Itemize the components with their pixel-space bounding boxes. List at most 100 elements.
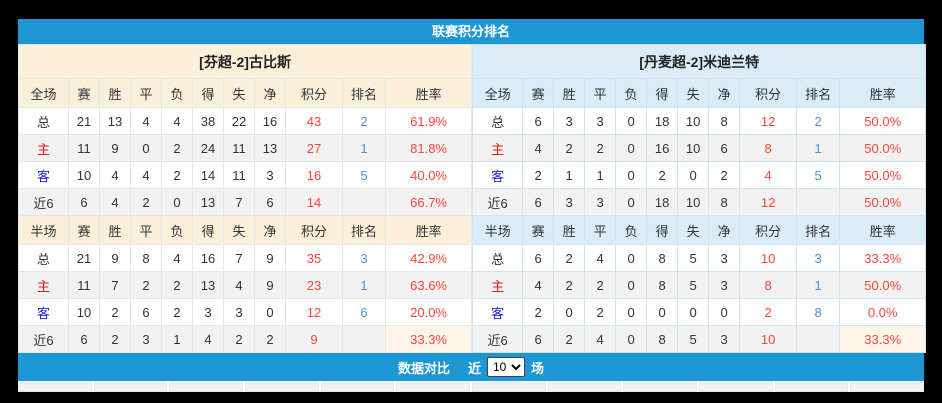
column-header: 负 <box>615 215 648 245</box>
stat-cell: 38 <box>192 107 224 135</box>
stat-cell: 5 <box>677 244 710 272</box>
row-label: 近6 <box>18 188 69 216</box>
stat-cell: 0 <box>646 298 679 326</box>
stat-cell: 10 <box>677 134 710 162</box>
points-cell: 9 <box>285 325 343 353</box>
points-cell: 4 <box>739 161 798 189</box>
row-label: 主 <box>18 271 69 299</box>
stats-row: 客 2 1 1 0 2 0 2 4 5 50.0% <box>472 161 927 189</box>
rate-cell: 61.9% <box>384 107 473 135</box>
stat-cell: 18 <box>646 188 679 216</box>
stats-row: 总 21 13 4 4 38 22 16 43 2 61.9% <box>18 107 473 135</box>
stat-cell: 6 <box>130 298 162 326</box>
points-cell: 2 <box>739 298 798 326</box>
stat-cell: 21 <box>68 107 100 135</box>
column-header: 胜率 <box>384 215 473 245</box>
stat-cell: 7 <box>99 271 131 299</box>
column-header: 失 <box>223 78 255 108</box>
stat-cell: 0 <box>615 244 648 272</box>
stats-row: 客 2 0 2 0 0 0 0 2 8 0.0% <box>472 298 927 326</box>
rate-cell: 20.0% <box>384 298 473 326</box>
stat-cell: 2 <box>584 271 617 299</box>
stat-cell: 0 <box>615 188 648 216</box>
column-header-row: 全场赛胜平负得失净积分 排名 胜率 <box>472 78 927 108</box>
stats-row: 客 10 2 6 2 3 3 0 12 6 20.0% <box>18 298 473 326</box>
points-cell: 35 <box>285 244 343 272</box>
row-label: 总 <box>18 107 69 135</box>
recent-suffix-label: 场 <box>531 360 545 376</box>
team-header-row: [丹麦超-2]米迪兰特 <box>472 44 927 79</box>
stat-cell: 2 <box>553 325 586 353</box>
stat-cell: 11 <box>223 134 255 162</box>
stat-cell: 11 <box>68 134 100 162</box>
stat-cell: 10 <box>677 107 710 135</box>
stat-cell: 0 <box>615 134 648 162</box>
stats-row: 总 6 2 4 0 8 5 3 10 3 33.3% <box>472 244 927 272</box>
stat-cell: 2 <box>553 244 586 272</box>
stat-cell: 11 <box>223 161 255 189</box>
column-header: 胜率 <box>839 215 927 245</box>
stat-cell: 10 <box>68 161 100 189</box>
stat-cell: 1 <box>161 325 193 353</box>
stat-cell: 4 <box>161 107 193 135</box>
stats-row: 主 11 7 2 2 13 4 9 23 1 63.6% <box>18 271 473 299</box>
stats-row: 近6 6 2 3 1 4 2 2 9 33.3% <box>18 325 473 353</box>
rate-cell: 0.0% <box>839 298 927 326</box>
partial-cell <box>472 382 546 392</box>
stat-cell: 6 <box>522 244 555 272</box>
partial-cell <box>396 382 471 392</box>
stat-cell: 6 <box>68 325 100 353</box>
points-cell: 27 <box>285 134 343 162</box>
column-header: 平 <box>130 78 162 108</box>
stat-cell: 8 <box>708 188 741 216</box>
rate-cell: 81.8% <box>384 134 473 162</box>
stat-cell: 3 <box>553 107 586 135</box>
stat-cell: 1 <box>584 161 617 189</box>
column-header: 全场 <box>472 78 524 108</box>
points-cell: 14 <box>285 188 343 216</box>
stat-cell: 2 <box>584 298 617 326</box>
column-header: 全场 <box>18 78 69 108</box>
stat-cell: 13 <box>254 134 286 162</box>
column-header: 净 <box>254 215 286 245</box>
rank-cell: 3 <box>342 244 386 272</box>
stat-cell: 2 <box>522 298 555 326</box>
stat-cell: 9 <box>254 244 286 272</box>
stat-cell: 4 <box>130 161 162 189</box>
stat-cell: 3 <box>708 244 741 272</box>
column-header: 胜 <box>99 78 131 108</box>
stat-cell: 5 <box>677 325 710 353</box>
stat-cell: 5 <box>677 271 710 299</box>
stat-cell: 4 <box>130 107 162 135</box>
column-header: 积分 <box>285 78 343 108</box>
stat-cell: 6 <box>708 134 741 162</box>
stat-cell: 4 <box>522 271 555 299</box>
stat-cell: 7 <box>223 188 255 216</box>
next-table-partial-row <box>18 381 924 392</box>
stat-cell: 8 <box>130 244 162 272</box>
column-header: 排名 <box>796 78 841 108</box>
rank-cell: 6 <box>342 298 386 326</box>
partial-cell <box>18 382 92 392</box>
stat-cell: 4 <box>584 325 617 353</box>
stat-cell: 9 <box>254 271 286 299</box>
column-header: 失 <box>677 215 710 245</box>
team-name-left: [芬超-2]古比斯 <box>17 44 473 79</box>
recent-count-select[interactable]: 10 <box>487 357 525 377</box>
rank-cell: 2 <box>342 107 386 135</box>
stat-cell: 4 <box>192 325 224 353</box>
rank-cell: 1 <box>796 134 841 162</box>
rank-cell <box>796 188 841 216</box>
stat-cell: 0 <box>677 298 710 326</box>
left-half-section: 半场赛胜平负得失净积分 排名 胜率总 21 9 8 4 16 7 9 35 3 42.9% 主 11 7 2 2 1… <box>18 215 473 353</box>
stat-cell: 3 <box>708 271 741 299</box>
right-full-section: 全场赛胜平负得失净积分 排名 胜率总 6 3 3 0 18 10 8 12 2 50.0% 主 4 2 2 0 16… <box>472 78 927 216</box>
stat-cell: 2 <box>584 134 617 162</box>
stat-cell: 9 <box>99 244 131 272</box>
stat-cell: 13 <box>192 188 224 216</box>
rank-cell: 2 <box>796 107 841 135</box>
stat-cell: 0 <box>615 298 648 326</box>
stat-cell: 2 <box>708 161 741 189</box>
row-label: 客 <box>472 161 524 189</box>
partial-cell <box>169 382 244 392</box>
